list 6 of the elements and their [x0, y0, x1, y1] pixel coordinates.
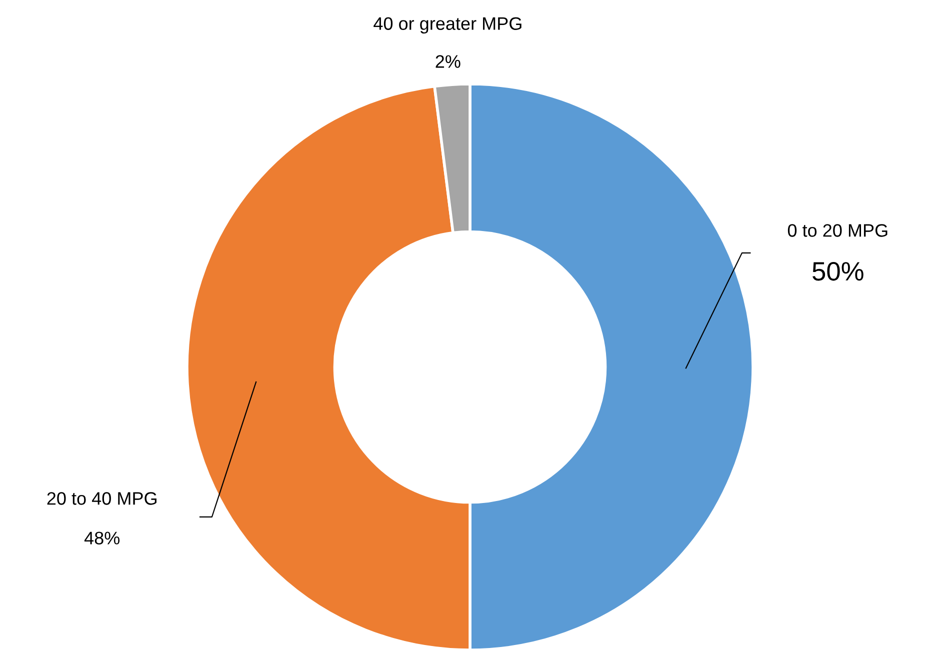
- data-label: 2%: [436, 55, 460, 68]
- slice-label: 40 or greater MPG: [374, 17, 522, 34]
- slice-label: 0 to 20 MPG: [788, 224, 888, 237]
- data-label: 48%: [84, 532, 120, 544]
- slice-label: 20 to 40 MPG: [47, 492, 156, 505]
- data-label: 50%: [812, 262, 864, 281]
